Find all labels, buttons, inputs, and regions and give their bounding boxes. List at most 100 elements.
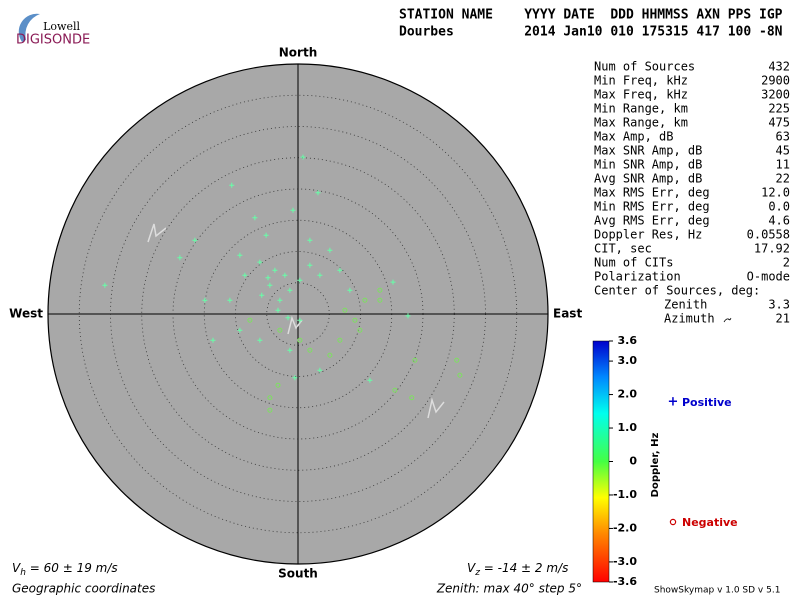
source-positive [307,237,313,243]
stat-value: 21 [776,312,790,326]
colorbar-tick-label: 3.6 [618,334,638,347]
azimuth-icon [723,317,732,323]
stat-value: 17.92 [754,242,790,256]
source-positive [297,317,303,323]
source-positive [287,287,293,293]
source-negative [357,327,363,333]
stat-label: Max SNR Amp, dB [594,144,702,158]
source-positive [263,232,269,238]
logo-swoosh [18,13,40,43]
source-positive [292,375,298,381]
stat-label: Min RMS Err, deg [594,200,710,214]
source-positive [367,377,373,383]
source-positive [327,247,333,253]
stat-value: 432 [768,60,790,74]
source-positive [390,279,396,285]
source-positive [257,259,263,265]
source-negative [412,357,418,363]
stat-label: Max RMS Err, deg [594,186,710,200]
source-positive [277,297,283,303]
stat-label: Avg RMS Err, deg [594,214,710,228]
stat-value: 0.0 [768,200,790,214]
stat-value: 3.3 [768,298,790,312]
compass-label: South [278,567,318,581]
stat-label: Min Freq, kHz [594,74,688,88]
stat-label: Zenith [664,298,707,312]
stat-label: CIT, sec [594,242,652,256]
source-positive [177,255,183,261]
source-negative [409,395,415,401]
source-positive [242,272,248,278]
velocity-arrow [147,223,167,243]
source-negative [392,387,398,393]
header-line: Dourbes 2014 Jan10 010 175315 417 100 -8… [399,25,783,40]
source-negative [342,307,348,313]
legend-entry: Negative [682,516,738,529]
source-negative [275,382,281,388]
stat-label: Min SNR Amp, dB [594,158,702,172]
stat-label: Azimuth [664,312,715,326]
source-negative [454,357,460,363]
source-positive [237,252,243,258]
source-negative [362,297,368,303]
source-positive [259,292,265,298]
stat-value: 63 [776,130,790,144]
stat-value: 12.0 [761,186,790,200]
compass-label: West [9,307,43,321]
stat-label: Doppler Res, Hz [594,228,702,242]
stat-value: 475 [768,116,790,130]
stat-label: Num of CITs [594,256,673,270]
velocity-z: Vz = -14 ± 2 m/s [467,561,568,578]
logo-top: Lowell [43,20,80,33]
center-title: Center of Sources, deg: [594,284,760,298]
stat-label: Polarization [594,270,681,284]
stat-value: 0.0558 [747,228,790,242]
source-positive [272,267,278,273]
stat-label: Max Range, km [594,116,688,130]
velocity-arrow [427,397,445,419]
legend-marker [669,518,677,526]
source-positive [265,275,271,281]
stat-value: 22 [776,172,790,186]
colorbar-tick-label: -1.0 [613,488,637,501]
source-positive [317,367,323,373]
source-positive [297,277,303,283]
source-positive [317,272,323,278]
source-negative [297,337,303,343]
velocity-h: Vh = 60 ± 19 m/s [12,561,118,578]
colorbar-tick-label: -3.6 [613,575,637,588]
stat-label: Max Amp, dB [594,130,673,144]
source-positive [347,287,353,293]
stat-label: Num of Sources [594,60,695,74]
source-positive [315,190,321,196]
source-positive [202,297,208,303]
source-negative [247,317,253,323]
source-negative [457,372,463,378]
colorbar-tick-label: 0 [629,455,637,468]
source-positive [290,207,296,213]
colorbar-tick-label: -3.0 [613,555,637,568]
source-positive [287,347,293,353]
stat-value: 45 [776,144,790,158]
stat-label: Avg SNR Amp, dB [594,172,702,186]
colorbar-tick-label: 1.0 [618,421,638,434]
source-positive [237,327,243,333]
stat-value: 3200 [761,88,790,102]
zenith-note: Zenith: max 40° step 5° [436,582,582,596]
stat-value: 4.6 [768,214,790,228]
compass-label: East [553,307,582,321]
stat-value: 2 [783,256,790,270]
source-negative [327,352,333,358]
source-positive [282,272,288,278]
stat-value: O-mode [747,270,790,284]
source-positive [257,337,263,343]
source-positive [252,215,258,221]
coords-note: Geographic coordinates [12,582,155,596]
source-negative [352,317,358,323]
colorbar-tick-label: 2.0 [618,388,638,401]
source-negative [307,347,313,353]
source-positive [300,154,306,160]
source-negative [377,297,383,303]
source-positive [307,262,313,268]
source-positive [192,237,198,243]
